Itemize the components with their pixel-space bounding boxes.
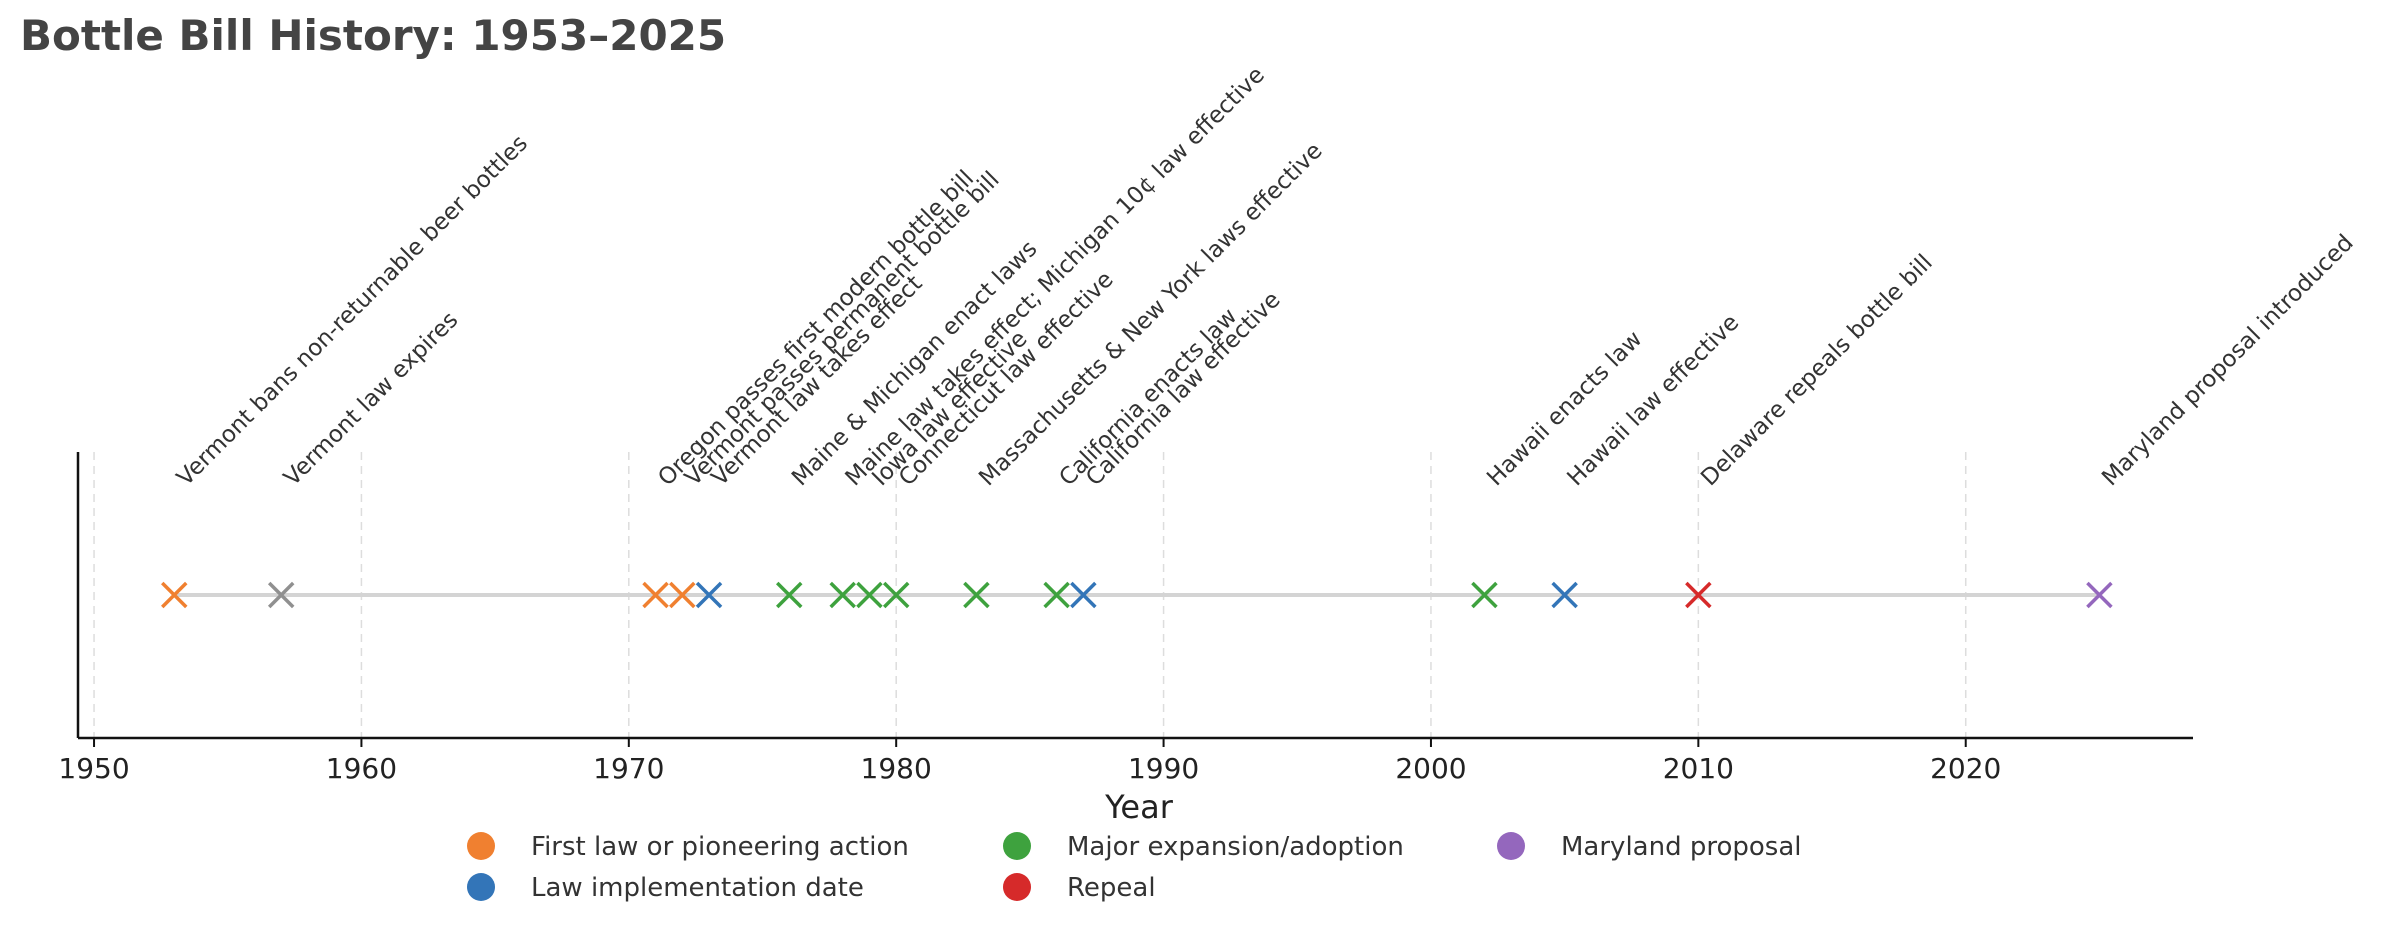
event-marker-1972-3 <box>669 581 696 609</box>
x-tick-label-1980: 1980 <box>861 752 932 785</box>
event-marker-1980-8 <box>882 581 910 609</box>
legend-marker-maryland <box>1497 832 1525 860</box>
x-tick-label-1950: 1950 <box>58 752 129 785</box>
x-tick-label-2000: 2000 <box>1395 752 1466 785</box>
x-axis-ticks: 1950 1960 1970 1980 1990 2000 2010 2020 <box>58 738 2001 785</box>
legend-marker-implementation <box>467 873 495 901</box>
event-marker-1979-7 <box>856 581 883 609</box>
event-label-2025-15: Maryland proposal introduced <box>2097 230 2358 491</box>
x-tick-label-1970: 1970 <box>593 752 664 785</box>
x-tick-label-1990: 1990 <box>1128 752 1199 785</box>
event-marker-2002-12 <box>1471 581 1498 609</box>
legend-marker-repeal <box>1003 873 1031 901</box>
event-marker-1953-0 <box>161 581 188 609</box>
x-axis-label: Year <box>1104 788 1174 826</box>
legend-label-maryland: Maryland proposal <box>1561 832 1802 862</box>
event-marker-1978-6 <box>829 581 856 609</box>
legend: First law or pioneering action Law implem… <box>467 832 1802 903</box>
legend-marker-pioneer <box>467 832 495 860</box>
event-marker-2010-14 <box>1685 581 1712 609</box>
event-label-1987-11: California law effective <box>1081 287 1285 491</box>
event-label-2010-14: Delaware repeals bottle bill <box>1696 250 1938 492</box>
x-tick-label-1960: 1960 <box>326 752 397 785</box>
event-label-2002-12: Hawaii enacts law <box>1482 326 1647 491</box>
event-label-1957-1: Vermont law expires <box>279 307 463 491</box>
event-marker-2005-13 <box>1551 581 1578 609</box>
event-marker-1971-2 <box>642 581 669 609</box>
event-marker-1983-9 <box>963 581 990 609</box>
event-marker-1987-11 <box>1070 581 1097 609</box>
event-marker-1986-10 <box>1043 581 1070 609</box>
legend-label-pioneer: First law or pioneering action <box>531 832 909 862</box>
event-marker-2025-15 <box>2086 581 2113 609</box>
event-labels: Vermont bans non-returnable beer bottles… <box>172 62 2359 491</box>
legend-label-implementation: Law implementation date <box>531 873 864 903</box>
event-marker-1976-5 <box>776 581 803 609</box>
legend-label-repeal: Repeal <box>1067 873 1156 903</box>
legend-label-expansion: Major expansion/adoption <box>1067 832 1404 862</box>
event-marker-1973-4 <box>695 581 723 609</box>
event-label-1953-0: Vermont bans non-returnable beer bottles <box>172 130 533 491</box>
legend-marker-expansion <box>1003 832 1031 860</box>
event-marker-1957-1 <box>267 581 295 609</box>
event-markers <box>161 581 2113 609</box>
chart-title: Bottle Bill History: 1953–2025 <box>20 11 726 60</box>
x-tick-label-2010: 2010 <box>1663 752 1734 785</box>
x-tick-label-2020: 2020 <box>1930 752 2001 785</box>
